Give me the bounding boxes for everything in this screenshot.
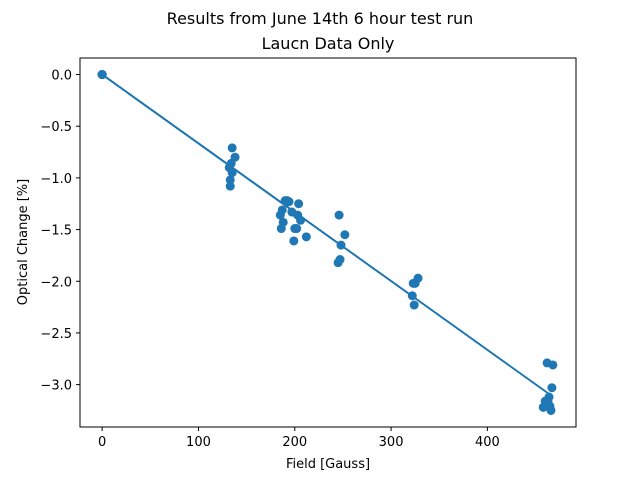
data-point-4 — [97, 70, 107, 80]
data-point-11 — [230, 152, 240, 162]
data-point-45 — [548, 360, 558, 370]
data-point-30 — [336, 240, 346, 250]
data-point-31 — [340, 230, 350, 240]
data-point-9 — [227, 143, 237, 153]
data-point-36 — [413, 273, 423, 283]
data-point-6 — [225, 181, 235, 191]
fit-segment-45 — [101, 73, 554, 398]
data-point-32 — [407, 291, 417, 301]
data-point-28 — [334, 210, 344, 220]
y-tick-label-0: 0.0 — [51, 69, 72, 84]
x-tick-label-3: 300 — [379, 435, 404, 450]
data-point-7 — [225, 175, 235, 185]
chart-subtitle: Laucn Data Only — [262, 34, 395, 53]
data-point-20 — [289, 236, 299, 246]
data-point-25 — [296, 215, 306, 225]
y-axis-label: Optical Change [%] — [16, 179, 31, 305]
data-point-15 — [278, 217, 288, 227]
data-point-24 — [294, 199, 304, 209]
data-point-26 — [301, 232, 311, 242]
x-tick-label-4: 400 — [475, 435, 500, 450]
plot-frame — [79, 57, 577, 428]
data-point-41 — [544, 392, 554, 402]
data-point-29 — [335, 255, 345, 265]
data-point-44 — [547, 383, 557, 393]
data-point-14 — [277, 205, 287, 215]
data-point-22 — [292, 224, 302, 234]
data-point-18 — [284, 197, 294, 207]
data-point-34 — [409, 300, 419, 310]
x-tick-label-1: 100 — [186, 435, 211, 450]
y-tick-label-5: −2.5 — [40, 327, 72, 342]
y-tick-label-4: −2.0 — [40, 275, 72, 290]
y-tick-label-2: −1.0 — [40, 172, 72, 187]
chart-title: Results from June 14th 6 hour test run — [167, 9, 474, 28]
x-tick-label-2: 200 — [282, 435, 307, 450]
x-axis-label: Field [Gauss] — [286, 457, 370, 472]
data-point-43 — [546, 405, 556, 415]
x-tick-label-0: 0 — [98, 435, 106, 450]
y-tick-label-6: −3.0 — [40, 379, 72, 394]
y-axis: 0.0 −0.5 −1.0 −1.5 −2.0 −2.5 −3.0 — [40, 69, 80, 394]
plot-area — [97, 70, 558, 415]
x-axis: 0 100 200 300 400 — [98, 427, 500, 450]
y-tick-label-3: −1.5 — [40, 224, 72, 239]
y-tick-label-1: −0.5 — [40, 120, 72, 135]
data-point-10 — [227, 168, 237, 178]
